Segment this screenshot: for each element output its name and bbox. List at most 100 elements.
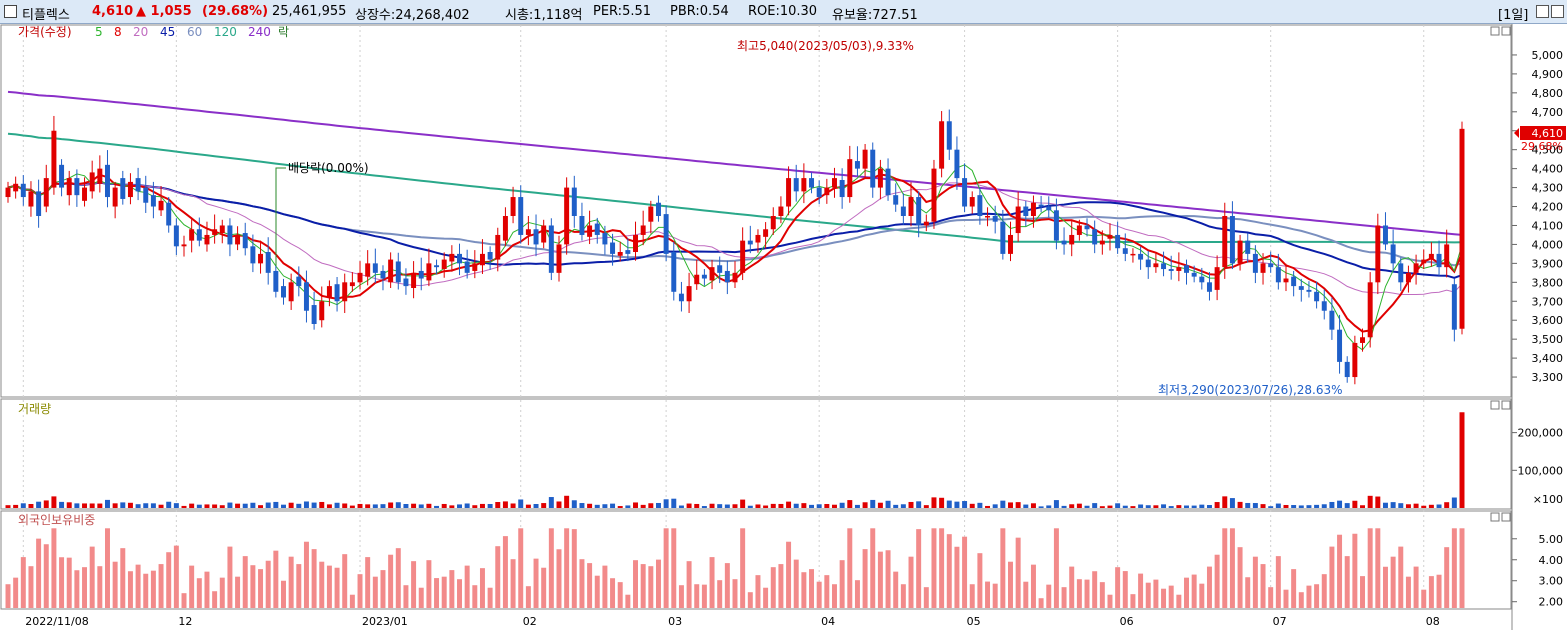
candle-body [1229,216,1235,264]
candle-body [5,187,11,198]
candle-body [1008,234,1013,254]
volume-close-icon[interactable] [1501,400,1511,410]
foreign-bar [1069,566,1075,608]
candle-body [143,187,149,203]
close-icon[interactable] [1551,5,1564,18]
volume-bar [671,498,677,508]
volume-bar [633,502,639,508]
candle-body [678,293,684,302]
foreign-bar [472,585,478,608]
candle-body [227,225,233,245]
candle-body [786,178,792,207]
candle-body [288,282,294,302]
foreign-bar [189,565,195,608]
candle-body [1382,225,1388,245]
foreign-bar [778,564,784,608]
candle-body [1138,253,1144,260]
foreign-min-icon[interactable] [1490,512,1500,522]
candle-body [158,200,164,211]
foreign-bar [1122,571,1128,608]
volume-bar [143,503,149,508]
period-selector[interactable]: [1일] [1498,8,1529,23]
volume-bar [908,501,914,508]
candle-body [28,191,34,207]
foreign-close-icon[interactable] [1501,512,1511,522]
foreign-bar [793,559,799,608]
candle-body [740,240,746,273]
foreign-bar [1199,583,1205,608]
volume-bar [900,504,906,508]
foreign-bar [977,553,983,608]
price-change: ▲ 1,055 [136,4,192,19]
maximize-icon[interactable] [1536,5,1549,18]
volume-bar [525,504,531,508]
foreign-bar [1092,571,1098,608]
listed-shares: 상장수:24,268,402 [355,8,470,23]
candle-body [1329,310,1335,330]
candle-body [809,178,815,188]
volume-bar [1168,506,1174,508]
volume-bar [1375,496,1381,508]
foreign-bar [678,585,684,608]
volume-bar [1398,503,1404,508]
candle-body [518,197,524,235]
foreign-bar [893,571,899,608]
candle-body [610,242,616,254]
volume-bar [319,501,325,508]
dividend-annotation: 배당락(0.00%) [288,161,369,175]
volume-bar [1306,505,1312,508]
panel-min-icon[interactable] [1490,26,1500,36]
candle-body [533,229,539,245]
volume-bar [1191,505,1197,508]
candle-body [487,252,493,260]
candle-body [1023,206,1029,216]
foreign-bar [594,575,600,608]
candle-body [1191,272,1197,277]
volume-bar [847,500,853,508]
foreign-bar [1084,579,1090,608]
foreign-legend: 외국인보유비중 [18,513,95,527]
volume-bar [1275,503,1281,508]
volume-panel [0,398,1512,510]
price-axis-label: 4,500 [1532,144,1564,157]
candle-body [1184,265,1189,273]
volume-min-icon[interactable] [1490,400,1500,410]
foreign-bar [655,559,661,608]
candle-body [1130,253,1136,256]
foreign-bar [870,528,876,608]
foreign-bar [227,546,233,608]
foreign-bar [1260,564,1266,608]
foreign-bar [831,584,837,608]
foreign-bar [495,546,501,608]
market-cap: 시총:1,118억 [505,8,583,23]
select-checkbox[interactable] [4,5,17,18]
candle-body [411,272,417,288]
volume-bar [1291,505,1297,508]
candle-body [571,187,577,216]
x-axis-label: 2022/11/08 [25,615,88,628]
foreign-bar [403,585,409,608]
foreign-bar [839,560,845,608]
panel-close-icon[interactable] [1501,26,1511,36]
x-axis-label: 03 [668,615,682,628]
candle-body [985,216,991,218]
volume-bar [296,503,302,508]
foreign-bar [671,528,677,608]
foreign-bar [173,545,179,608]
candle-body [923,221,929,226]
volume-bar [20,503,26,508]
foreign-bar [434,578,440,608]
volume-bar [510,503,516,508]
volume-bar [1015,502,1021,508]
volume-bar [250,502,256,508]
volume-bar [235,503,241,508]
candle-body [303,282,309,311]
legend-ma60: 60 [187,25,202,39]
volume-bar [916,501,922,508]
volume-bar [533,504,539,508]
price-axis-label: 4,200 [1532,201,1564,214]
candle-body [594,223,600,235]
price-axis-label: 3,300 [1532,371,1564,384]
candle-body [1360,337,1366,343]
volume-bar [1337,500,1343,508]
